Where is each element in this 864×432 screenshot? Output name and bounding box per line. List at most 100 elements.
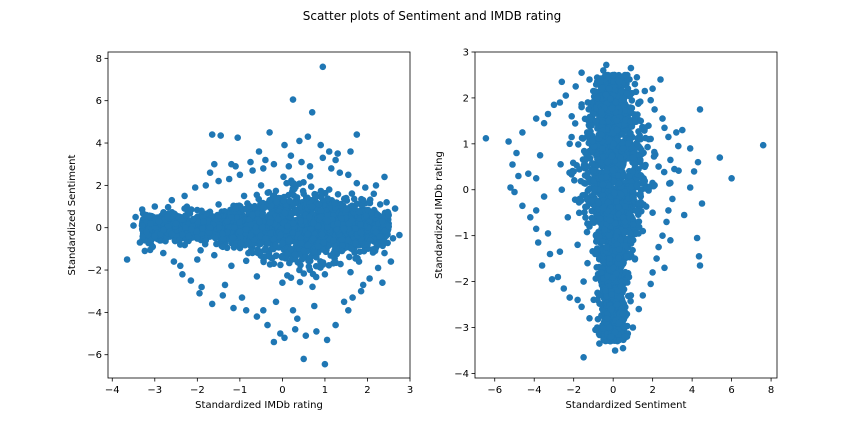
scatter-point (266, 129, 273, 136)
x-tick-label: −1 (232, 385, 247, 396)
scatter-point (289, 219, 297, 227)
scatter-point (324, 212, 331, 219)
scatter-point (168, 230, 176, 238)
scatter-point (132, 213, 139, 221)
scatter-point (164, 213, 171, 221)
scatter-point (635, 128, 642, 135)
scatter-point (300, 190, 308, 198)
scatter-point (130, 222, 137, 229)
scatter-point (571, 120, 579, 127)
scatter-point (185, 232, 193, 240)
scatter-point (296, 266, 303, 274)
scatter-point (655, 163, 662, 170)
scatter-point (345, 171, 352, 179)
scatter-point (575, 141, 582, 148)
scatter-point (641, 177, 649, 185)
scatter-point (557, 161, 564, 168)
scatter-point (246, 202, 253, 210)
scatter-point (290, 192, 298, 199)
scatter-point (307, 183, 315, 190)
scatter-point (280, 197, 288, 205)
scatter-point (364, 241, 371, 248)
scatter-point (291, 326, 299, 333)
x-tick-label: 1 (322, 385, 328, 396)
scatter-point (332, 321, 339, 329)
scatter-point (270, 160, 278, 168)
scatter-point (334, 191, 342, 198)
scatter-point (267, 230, 274, 237)
scatter-point (168, 196, 176, 204)
scatter-point (644, 143, 651, 151)
scatter-point (296, 137, 303, 145)
scatter-point (268, 254, 276, 262)
scatter-point (228, 214, 235, 221)
scatter-point (352, 225, 359, 232)
scatter-point (245, 249, 252, 257)
scatter-point (289, 307, 297, 314)
scatter-point (281, 209, 289, 217)
scatter-point (160, 209, 167, 216)
scatter-point (290, 180, 298, 187)
scatter-point (256, 218, 263, 225)
scatter-point (337, 260, 344, 268)
scatter-point (313, 328, 320, 335)
y-tick-label: 2 (96, 181, 102, 192)
scatter-point (138, 206, 146, 213)
scatter-point (633, 207, 640, 215)
scatter-point (304, 230, 312, 238)
scatter-point (581, 209, 588, 216)
scatter-point (260, 307, 267, 314)
scatter-point (343, 205, 350, 213)
scatter-point (324, 217, 332, 225)
scatter-point (262, 235, 269, 242)
scatter-point (255, 148, 263, 155)
scatter-point (181, 205, 188, 212)
scatter-point (206, 224, 214, 231)
scatter-point (260, 258, 267, 266)
scatter-point (270, 235, 277, 243)
scatter-point (372, 182, 380, 189)
scatter-point (198, 207, 205, 215)
scatter-point (348, 190, 356, 197)
scatter-point (300, 270, 308, 277)
scatter-point (310, 219, 317, 227)
scatter-point (136, 239, 144, 246)
left-x-axis-label: Standardized IMDb rating (195, 400, 323, 411)
scatter-point (304, 241, 312, 249)
scatter-point (257, 248, 264, 256)
scatter-point (202, 237, 210, 244)
scatter-point (330, 237, 337, 244)
scatter-point (319, 154, 327, 162)
scatter-point (297, 240, 305, 247)
y-tick-label: 4 (96, 139, 102, 150)
scatter-point (242, 226, 250, 233)
scatter-point (304, 133, 312, 140)
scatter-point (237, 239, 245, 247)
scatter-point (331, 199, 338, 207)
scatter-point (321, 271, 329, 278)
scatter-point (270, 338, 278, 346)
scatter-point (355, 258, 363, 265)
scatter-point (147, 220, 154, 227)
scatter-point (229, 234, 237, 241)
scatter-point (285, 163, 293, 170)
scatter-point (260, 204, 267, 211)
scatter-point (594, 315, 602, 323)
scatter-point (267, 202, 275, 210)
scatter-point (259, 223, 266, 231)
scatter-point (236, 171, 244, 179)
scatter-point (374, 211, 381, 218)
scatter-point (272, 298, 280, 306)
scatter-point (376, 201, 384, 208)
scatter-point (359, 196, 367, 204)
scatter-point (298, 158, 305, 166)
scatter-point (274, 215, 282, 223)
scatter-point (262, 156, 269, 164)
scatter-point (215, 177, 222, 185)
scatter-point (219, 230, 226, 237)
scatter-point (396, 231, 403, 239)
scatter-point (332, 248, 340, 255)
scatter-point (188, 206, 195, 213)
scatter-point (372, 228, 380, 236)
